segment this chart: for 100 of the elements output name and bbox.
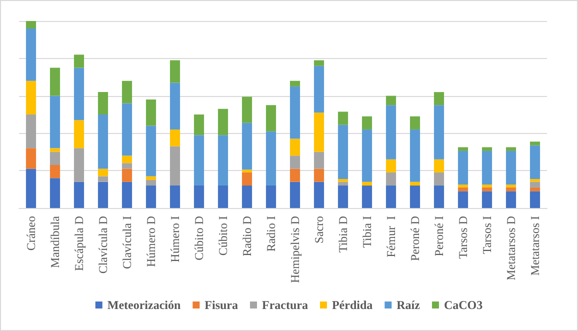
bar bbox=[266, 131, 276, 186]
x-tick-label: Hemipelvis D bbox=[288, 216, 302, 283]
bar bbox=[386, 105, 396, 160]
bar bbox=[410, 182, 420, 186]
bar bbox=[530, 179, 540, 182]
bar bbox=[194, 114, 204, 136]
bar bbox=[194, 186, 204, 208]
bar bbox=[290, 182, 300, 208]
bar bbox=[242, 96, 252, 123]
x-tick-label: Radio D bbox=[240, 216, 254, 256]
bar bbox=[26, 148, 36, 169]
bar bbox=[26, 114, 36, 148]
x-tick-label: Peroné I bbox=[432, 216, 446, 256]
bar bbox=[314, 182, 324, 208]
bar bbox=[338, 112, 348, 125]
bar bbox=[242, 170, 252, 172]
bar bbox=[314, 168, 324, 182]
bar bbox=[98, 168, 108, 176]
bar bbox=[410, 186, 420, 208]
x-tick-label: Sacro bbox=[312, 216, 326, 244]
bar bbox=[50, 152, 60, 165]
legend-label: Raíz bbox=[396, 298, 421, 312]
bar bbox=[362, 129, 372, 182]
bar bbox=[482, 191, 492, 208]
bar bbox=[218, 135, 228, 186]
bar bbox=[482, 184, 492, 188]
x-tick-label: Tarsos D bbox=[456, 216, 470, 259]
x-tick-label: Metatarsos I bbox=[528, 216, 542, 276]
bar bbox=[170, 186, 180, 208]
bar bbox=[98, 114, 108, 169]
bar bbox=[482, 187, 492, 192]
bar bbox=[506, 187, 516, 192]
x-tick-label: Clavícula D bbox=[96, 216, 110, 274]
bar bbox=[458, 191, 468, 208]
legend-label: Pérdida bbox=[332, 298, 373, 312]
bar bbox=[122, 80, 132, 104]
bar bbox=[98, 182, 108, 208]
bar bbox=[314, 66, 324, 113]
bar bbox=[170, 146, 180, 186]
x-tick-label: Tarsos I bbox=[480, 216, 494, 254]
bar bbox=[26, 80, 36, 114]
bar bbox=[482, 147, 492, 151]
bar bbox=[314, 152, 324, 169]
bar bbox=[146, 176, 156, 180]
x-tick-label: Peroné D bbox=[408, 216, 422, 261]
bar bbox=[98, 92, 108, 114]
bar bbox=[530, 182, 540, 188]
bar bbox=[242, 186, 252, 208]
bar bbox=[530, 145, 540, 180]
bar bbox=[338, 186, 348, 208]
bar bbox=[50, 148, 60, 152]
bar bbox=[458, 184, 468, 188]
bar bbox=[290, 86, 300, 139]
bar bbox=[122, 156, 132, 164]
x-tick-label: Fémur I bbox=[384, 216, 398, 258]
bar bbox=[146, 180, 156, 186]
bar bbox=[146, 186, 156, 208]
bar bbox=[434, 92, 444, 106]
x-tick-label: Cúbito D bbox=[192, 216, 206, 260]
bar bbox=[338, 179, 348, 182]
bar bbox=[290, 168, 300, 182]
bar bbox=[362, 186, 372, 208]
bar bbox=[458, 147, 468, 151]
bar bbox=[50, 178, 60, 208]
bar bbox=[290, 156, 300, 169]
legend-label: CaCO3 bbox=[444, 298, 483, 312]
bar bbox=[506, 150, 516, 185]
x-tick-label: Tibia I bbox=[360, 216, 374, 248]
x-tick-label: Metatarsos D bbox=[504, 216, 518, 280]
bar bbox=[386, 159, 396, 172]
x-tick-label: Escápula D bbox=[72, 216, 86, 271]
bar bbox=[434, 172, 444, 186]
bar bbox=[506, 184, 516, 188]
bar bbox=[362, 116, 372, 130]
bar bbox=[26, 168, 36, 208]
bar bbox=[74, 68, 84, 120]
bar bbox=[410, 116, 420, 130]
bar bbox=[50, 164, 60, 178]
bar bbox=[242, 122, 252, 170]
bar bbox=[314, 60, 324, 66]
bar bbox=[74, 148, 84, 182]
x-tick-label: Cráneo bbox=[24, 216, 38, 251]
bar bbox=[122, 103, 132, 156]
bar bbox=[98, 176, 108, 182]
x-tick-label: Radio I bbox=[264, 216, 278, 252]
bar bbox=[530, 191, 540, 208]
bar bbox=[50, 68, 60, 96]
bar bbox=[266, 105, 276, 132]
bar bbox=[122, 182, 132, 208]
bar bbox=[26, 28, 36, 81]
bar bbox=[170, 60, 180, 83]
bar bbox=[530, 187, 540, 192]
bar bbox=[26, 21, 36, 28]
bar bbox=[146, 100, 156, 126]
bar bbox=[458, 150, 468, 185]
bar bbox=[50, 96, 60, 148]
bar bbox=[338, 182, 348, 186]
bar bbox=[290, 80, 300, 86]
bar bbox=[506, 191, 516, 208]
x-tick-label: Tibia D bbox=[336, 216, 350, 253]
